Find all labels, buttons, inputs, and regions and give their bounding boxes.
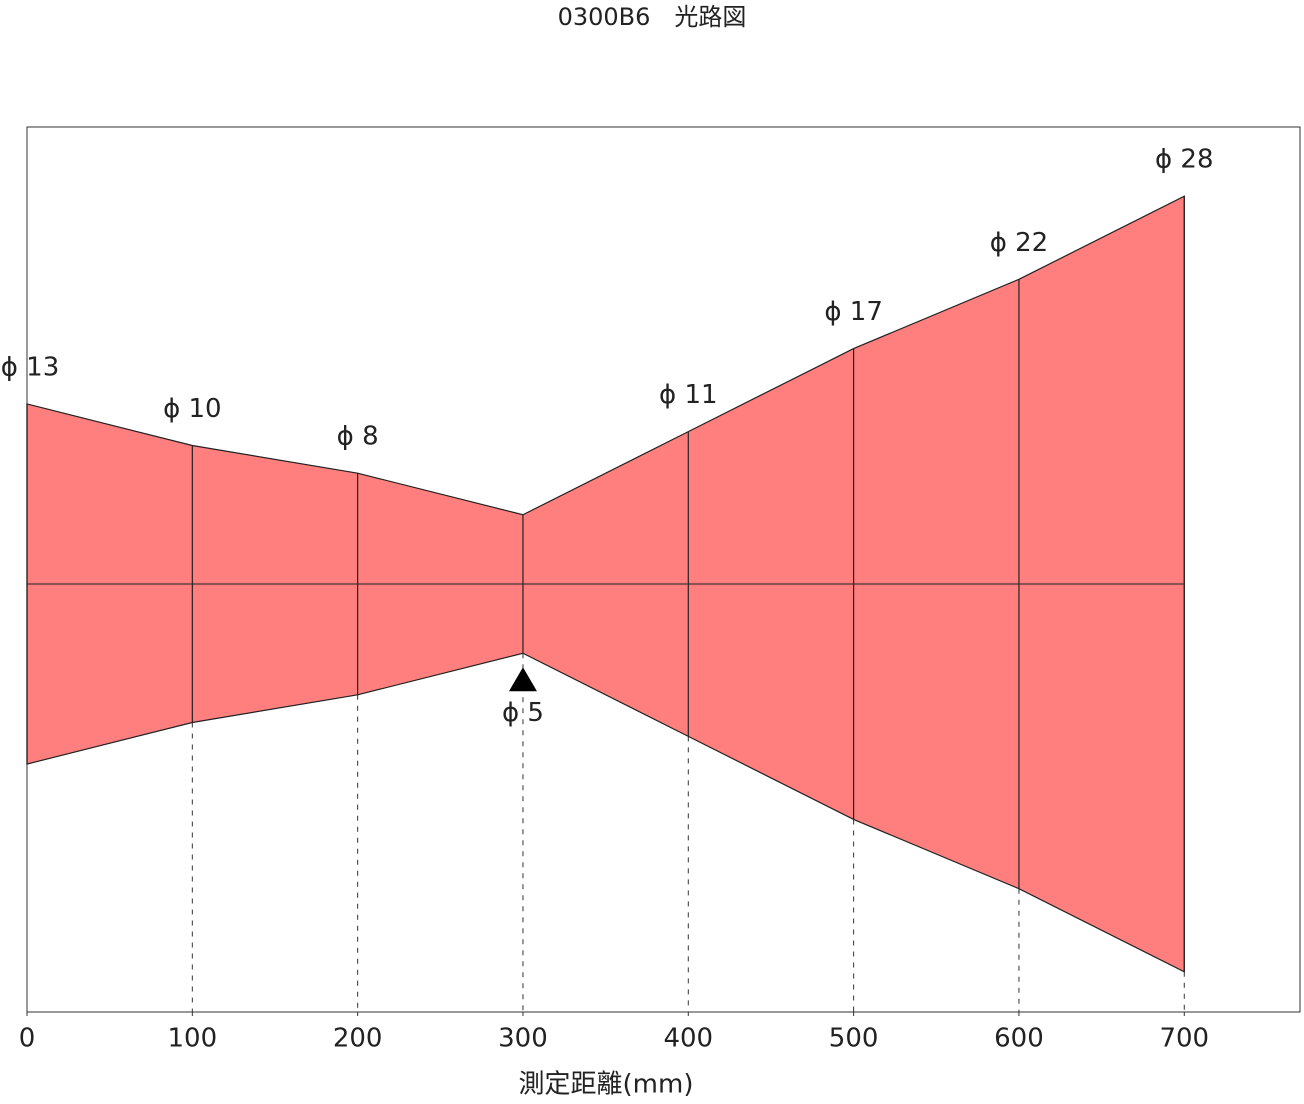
diameter-label: ϕ 28	[1155, 145, 1214, 175]
x-axis-label: 測定距離(mm)	[519, 1070, 694, 1100]
chart-title: 0300B6 光路図	[558, 3, 747, 31]
x-tick-label: 0	[19, 1024, 36, 1054]
diameter-label: ϕ 13	[1, 352, 60, 382]
diameter-label: ϕ 17	[824, 297, 883, 327]
x-tick-label: 400	[663, 1024, 713, 1054]
diameter-label: ϕ 8	[337, 422, 379, 452]
x-tick-label: 200	[333, 1024, 383, 1054]
x-tick-label: 700	[1159, 1024, 1209, 1054]
diameter-label: ϕ 11	[659, 380, 718, 410]
diameter-label: ϕ 5	[502, 698, 544, 728]
x-tick-label: 100	[168, 1024, 218, 1054]
diameter-label: ϕ 22	[990, 228, 1049, 258]
x-tick-label: 500	[829, 1024, 879, 1054]
x-tick-label: 600	[994, 1024, 1044, 1054]
diameter-label: ϕ 10	[163, 394, 222, 424]
focus-marker	[508, 667, 537, 692]
x-tick-label: 300	[498, 1024, 548, 1054]
